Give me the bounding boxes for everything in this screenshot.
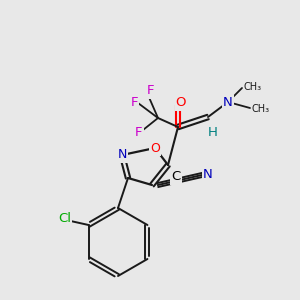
Text: Cl: Cl	[58, 212, 71, 224]
Text: F: F	[146, 85, 154, 98]
Text: N: N	[223, 95, 233, 109]
Text: CH₃: CH₃	[244, 82, 262, 92]
Text: N: N	[203, 167, 213, 181]
Text: F: F	[135, 125, 143, 139]
Text: O: O	[150, 142, 160, 154]
Text: H: H	[208, 127, 218, 140]
Text: C: C	[171, 170, 181, 184]
Text: O: O	[176, 97, 186, 110]
Text: N: N	[117, 148, 127, 161]
Text: CH₃: CH₃	[252, 104, 270, 114]
Text: F: F	[130, 95, 138, 109]
